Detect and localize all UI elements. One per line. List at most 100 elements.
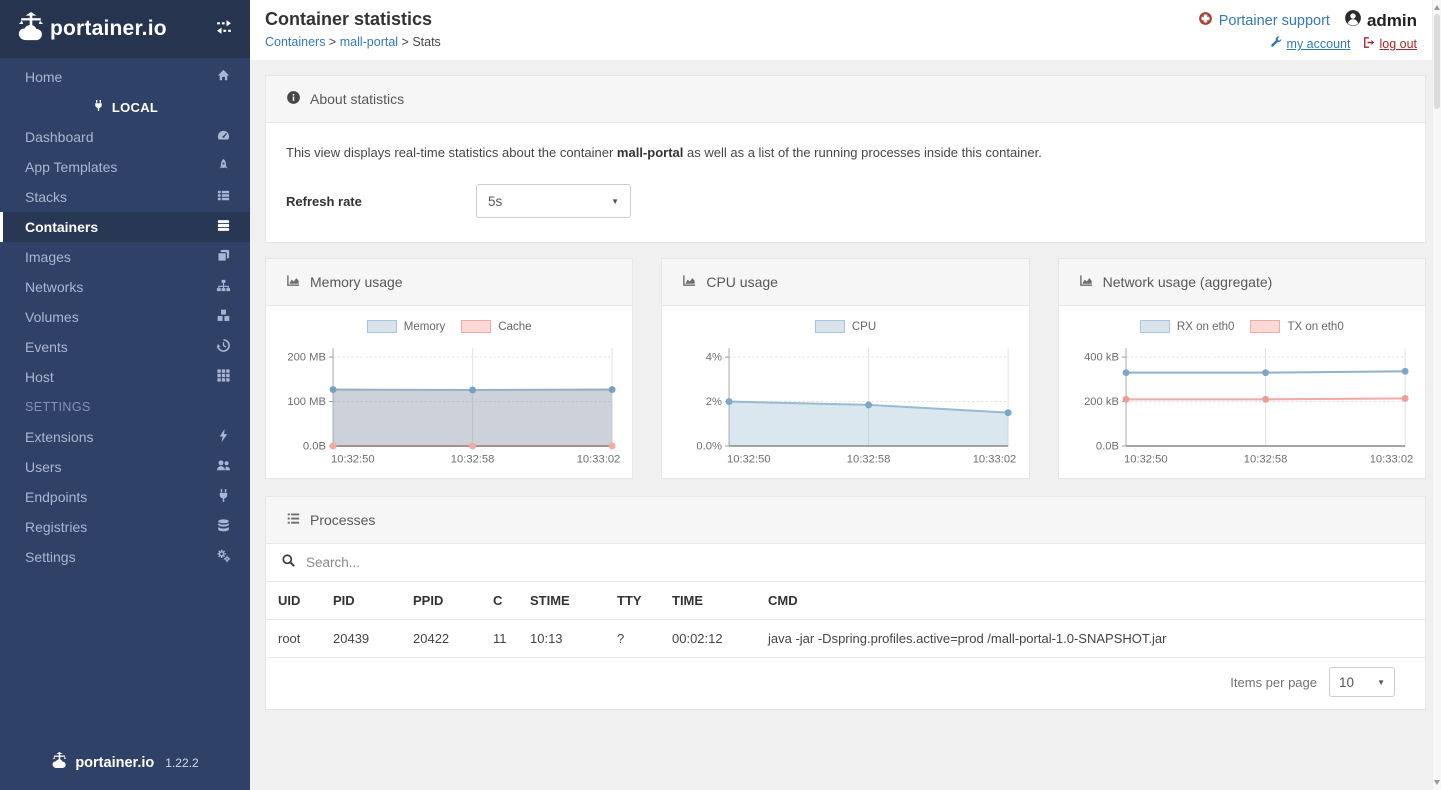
sidebar-header: portainer.io [0,0,250,58]
memory-usage-chart: Memory Cache 200 MB 100 MB 0.0B 10:32:50 10:32… [266,306,633,479]
table-row: root 20439 20422 11 10:13? 00:02:12 java -jar … [266,619,1425,659]
page-header: Container statistics Containers > mall-p… [250,0,1441,60]
cpu-chart-title: CPU usage [706,274,778,290]
portainer-support-link[interactable]: Portainer support [1198,11,1330,30]
legend-swatch [461,320,492,333]
users-icon [216,458,231,476]
sidebar-item-home[interactable]: Home [0,62,250,92]
breadcrumb-stats: Stats [412,35,441,49]
sidebar-item-label: Events [25,339,68,355]
main-area: Container statistics Containers > mall-p… [250,0,1441,790]
legend-item: Memory [366,320,445,333]
column-header-time[interactable]: TIME [662,582,758,621]
about-title: About statistics [310,91,405,107]
column-header-c[interactable]: C [483,582,520,621]
sidebar-collapse-icon[interactable] [214,17,234,42]
search-icon [281,553,296,573]
column-header-ppid[interactable]: PPID [403,582,483,621]
sidebar-item-app-templates[interactable]: App Templates [0,152,250,182]
column-header-pid[interactable]: PID [323,582,403,621]
processes-search-bar [266,544,1425,583]
sidebar-main-items: Dashboard App Templates Stacks Containers Im… [0,122,250,392]
column-header-tty[interactable]: TTY [607,582,662,621]
user-menu[interactable]: admin [1344,9,1417,32]
svg-text:10:32:58: 10:32:58 [1243,453,1287,465]
plug-icon [216,488,231,506]
scroll-up-arrow[interactable] [1434,5,1440,10]
items-per-page-value: 10 [1339,674,1355,690]
about-description: This view displays real-time statistics … [286,145,1042,160]
legend-swatch [1139,320,1170,333]
processes-widget-header: Processes [266,497,1425,545]
legend-item: Cache [461,320,532,333]
sidebar-item-users[interactable]: Users [0,452,250,482]
cpu-widget-header: CPU usage [662,259,1029,306]
legend-label: RX on eth0 [1176,320,1235,333]
svg-text:2%: 2% [706,396,722,408]
sidebar-item-networks[interactable]: Networks [0,272,250,302]
sidebar-item-label: Endpoints [25,489,88,505]
svg-text:0.0B: 0.0B [1096,441,1119,453]
endpoint-label: LOCAL [111,99,159,115]
memory-chart-title: Memory usage [310,274,403,290]
svg-text:200 MB: 200 MB [287,352,326,364]
sidebar-item-label: Containers [25,219,99,235]
memory-widget-header: Memory usage [266,259,633,306]
sidebar-item-settings[interactable]: Settings [0,542,250,572]
sidebar-item-events[interactable]: Events [0,332,250,362]
legend-label: TX on eth0 [1287,320,1344,333]
dashboard-icon [216,128,231,146]
sidebar-item-containers[interactable]: Containers [0,212,250,242]
breadcrumb-containers[interactable]: Containers [265,35,326,49]
sidebar-item-endpoints[interactable]: Endpoints [0,482,250,512]
sidebar-item-label: Home [25,69,63,85]
scroll-down-arrow[interactable] [1434,780,1440,785]
logo[interactable]: portainer.io [16,11,214,47]
sidebar-menu: Home LOCAL Dashboard App Templates Stacks C… [0,58,250,738]
svg-text:200 kB: 200 kB [1084,396,1119,408]
cell-tty: ? [607,619,662,659]
breadcrumb-mall-portal[interactable]: mall-portal [339,35,399,49]
legend-label: CPU [851,320,877,333]
svg-text:10:32:58: 10:32:58 [847,453,891,465]
cubes-icon [216,308,231,326]
caret-down-icon: ▼ [611,196,619,206]
sidebar-item-registries[interactable]: Registries [0,512,250,542]
column-header-stime[interactable]: STIME [520,582,607,621]
column-header-uid[interactable]: UID [266,582,323,621]
column-header-cmd[interactable]: CMD [758,582,1425,621]
scrollbar-thumb[interactable] [1434,14,1440,109]
sidebar-item-label: Settings [25,549,76,565]
log-out-link[interactable]: log out [1362,36,1417,52]
portainer-logo-icon [51,752,68,774]
svg-text:10:32:58: 10:32:58 [451,453,495,465]
legend-item: CPU [814,320,877,333]
refresh-rate-select[interactable]: 5s ▼ [476,184,631,218]
portainer-logo-icon [16,11,46,47]
cell-ppid: 20422 [403,619,483,659]
processes-table-header-row: UID PID PPID C STIME TTY TIME CMD [266,582,1425,621]
sign-out-icon [1362,36,1375,52]
life-ring-icon [1198,11,1213,30]
my-account-link[interactable]: my account [1270,36,1350,52]
endpoint-selector[interactable]: LOCAL [0,92,250,122]
svg-text:10:33:02: 10:33:02 [577,453,621,465]
chart-legend: Memory Cache [276,320,622,333]
search-input[interactable] [306,555,1410,571]
memory-usage-widget: Memory usage Memory Cache 200 MB 100 MB 0.0B… [265,258,634,480]
sidebar-item-host[interactable]: Host [0,362,250,392]
vertical-scrollbar[interactable] [1432,0,1441,790]
items-per-page-select[interactable]: 10 ▼ [1329,667,1395,698]
sidebar-item-images[interactable]: Images [0,242,250,272]
caret-down-icon: ▼ [1377,677,1385,687]
sidebar-item-dashboard[interactable]: Dashboard [0,122,250,152]
legend-swatch [1250,320,1281,333]
sidebar-item-extensions[interactable]: Extensions [0,422,250,452]
sidebar-item-volumes[interactable]: Volumes [0,302,250,332]
svg-text:4%: 4% [706,352,722,364]
sidebar-item-label: Networks [25,279,84,295]
list-icon [216,188,231,206]
sidebar-item-stacks[interactable]: Stacks [0,182,250,212]
cell-uid: root [266,619,323,659]
